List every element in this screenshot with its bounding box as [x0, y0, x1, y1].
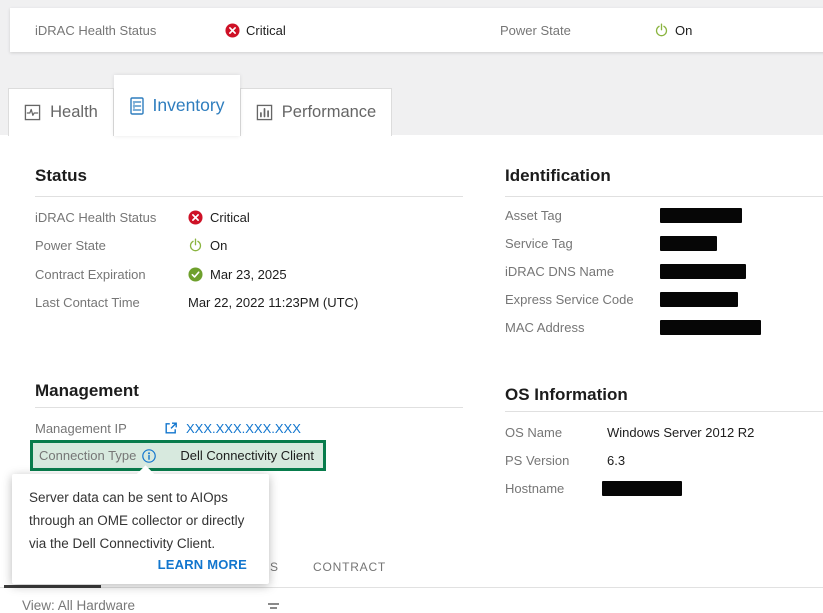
health-icon	[24, 104, 41, 121]
status-lastcontact-value: Mar 22, 2022 11:23PM (UTC)	[188, 294, 359, 310]
summary-health-text: Critical	[246, 22, 286, 38]
bottom-tab-partial[interactable]: S	[270, 560, 279, 574]
status-row-health: iDRAC Health Status Critical	[35, 209, 250, 225]
summary-health-label: iDRAC Health Status	[35, 22, 157, 38]
os-section-title: OS Information	[505, 385, 628, 404]
status-contract-value: Mar 23, 2025	[210, 266, 287, 282]
summary-bar: iDRAC Health Status Critical Power State…	[10, 8, 823, 52]
redacted-value	[660, 319, 761, 335]
external-link-icon	[164, 421, 178, 435]
os-row-name: OS Name Windows Server 2012 R2	[505, 424, 755, 440]
summary-power-label: Power State	[500, 22, 571, 38]
bottom-tab-active-indicator	[4, 585, 101, 588]
tab-performance-label: Performance	[281, 103, 377, 121]
connection-type-tooltip: Server data can be sent to AIOps through…	[12, 465, 269, 584]
status-divider	[35, 196, 463, 197]
inventory-icon	[129, 96, 144, 115]
identification-row: Asset Tag	[505, 201, 742, 229]
tab-health[interactable]: Health	[8, 88, 114, 136]
bottom-tab-contract[interactable]: CONTRACT	[313, 560, 387, 574]
identification-row: Service Tag	[505, 229, 717, 257]
os-row-psversion: PS Version 6.3	[505, 452, 626, 468]
tooltip-line: through an OME collector or directly	[29, 513, 245, 528]
info-icon[interactable]	[142, 448, 157, 463]
summary-health-value: Critical	[225, 8, 286, 52]
view-filter-label[interactable]: View: All Hardware	[22, 598, 136, 613]
connection-type-highlight: Connection Type Dell Connectivity Client	[30, 440, 326, 471]
identification-divider	[505, 196, 823, 197]
ps-version-value: 6.3	[607, 452, 626, 468]
identification-row: MAC Address	[505, 313, 761, 341]
status-health-value: Critical	[210, 209, 250, 225]
summary-power-text: On	[675, 22, 693, 38]
status-power-value: On	[210, 237, 228, 253]
tooltip-line: via the Dell Connectivity Client.	[29, 536, 216, 551]
status-row-contract: Contract Expiration Mar 23, 2025	[35, 266, 287, 282]
connection-type-label: Connection Type	[39, 448, 137, 463]
status-section-title: Status	[35, 166, 87, 185]
tooltip-text: Server data can be sent to AIOps through…	[29, 486, 255, 555]
tab-inventory-label: Inventory	[152, 95, 225, 115]
redacted-value	[660, 263, 746, 279]
os-divider	[505, 411, 823, 412]
bottom-tabs-divider	[0, 587, 823, 588]
connection-type-value: Dell Connectivity Client	[180, 448, 315, 463]
os-row-hostname: Hostname	[505, 474, 682, 502]
tab-health-label: Health	[50, 103, 98, 121]
redacted-value	[602, 480, 682, 496]
management-ip-row: Management IP XXX.XXX.XXX.XXX	[35, 420, 301, 436]
management-section-title: Management	[35, 381, 139, 400]
filter-icon[interactable]	[268, 603, 279, 609]
power-icon	[188, 237, 203, 253]
management-divider	[35, 407, 463, 408]
redacted-value	[660, 235, 717, 251]
performance-icon	[256, 104, 273, 121]
management-ip-value: XXX.XXX.XXX.XXX	[186, 420, 301, 436]
learn-more-link[interactable]: LEARN MORE	[157, 557, 247, 572]
critical-icon	[225, 22, 240, 38]
power-icon	[654, 22, 669, 38]
status-row-lastcontact: Last Contact Time Mar 22, 2022 11:23PM (…	[35, 294, 359, 310]
identification-row: Express Service Code	[505, 285, 738, 313]
redacted-value	[660, 291, 738, 307]
identification-row: iDRAC DNS Name	[505, 257, 746, 285]
check-icon	[188, 266, 203, 282]
tooltip-line: Server data can be sent to AIOps	[29, 490, 228, 505]
redacted-value	[660, 207, 742, 223]
identification-section-title: Identification	[505, 166, 611, 185]
summary-power-value: On	[654, 8, 692, 52]
management-ip-link[interactable]: XXX.XXX.XXX.XXX	[164, 421, 301, 436]
os-name-value: Windows Server 2012 R2	[607, 424, 755, 440]
tab-performance[interactable]: Performance	[240, 88, 392, 136]
critical-icon	[188, 209, 203, 225]
status-row-power: Power State On	[35, 237, 228, 253]
tab-inventory[interactable]: Inventory	[114, 75, 240, 136]
